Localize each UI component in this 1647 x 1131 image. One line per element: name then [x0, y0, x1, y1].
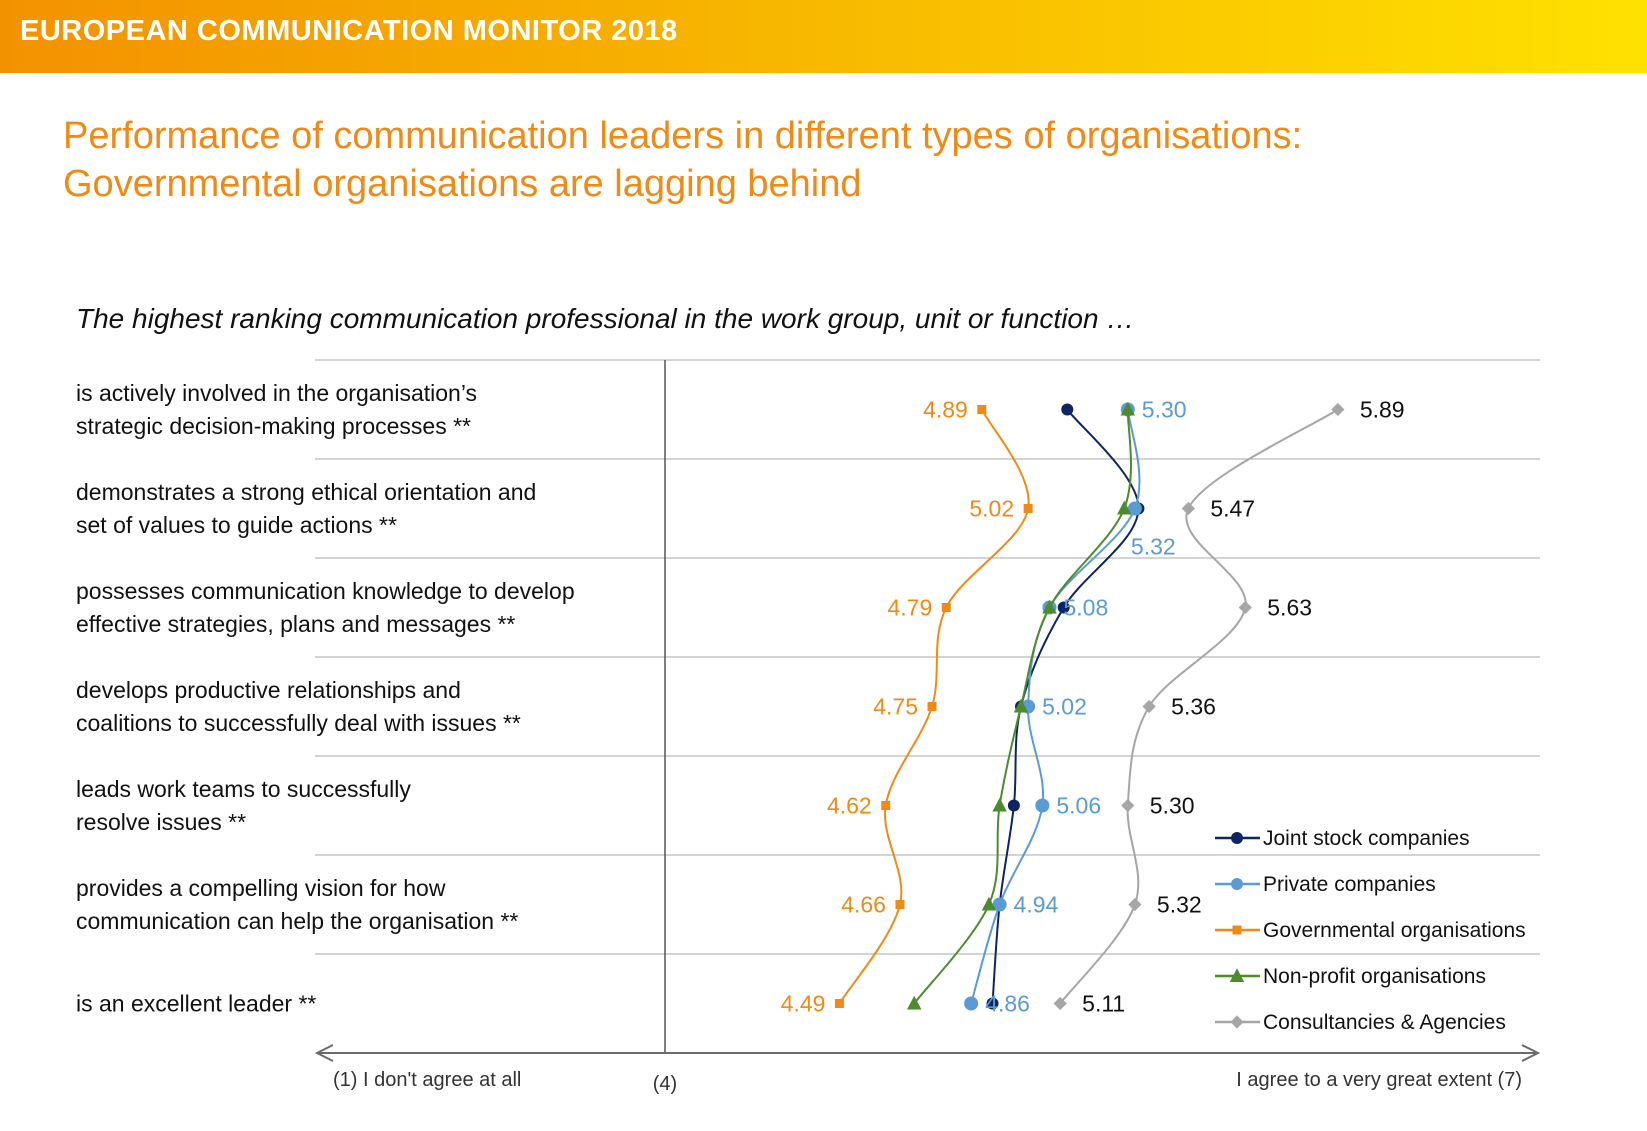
data-label: 4.62	[827, 793, 872, 819]
data-label: 4.86	[985, 991, 1030, 1017]
data-point	[1061, 403, 1074, 416]
data-point	[992, 797, 1007, 812]
category-label: strategic decision-making processes **	[76, 413, 471, 439]
category-label: possesses communication knowledge to dev…	[76, 578, 575, 604]
category-label: communication can help the organisation …	[76, 908, 518, 934]
data-label: 5.32	[1131, 534, 1176, 560]
legend-label: Consultancies & Agencies	[1263, 1011, 1506, 1034]
category-label: effective strategies, plans and messages…	[76, 611, 515, 637]
category-label: resolve issues **	[76, 809, 246, 835]
data-point	[1127, 501, 1142, 516]
data-point	[895, 900, 905, 909]
legend-entry: Non-profit organisations	[1215, 965, 1486, 988]
data-label: 5.02	[1042, 694, 1087, 720]
category-label: demonstrates a strong ethical orientatio…	[76, 479, 536, 505]
data-point	[1128, 897, 1142, 912]
data-label: 5.89	[1360, 397, 1405, 423]
headline-line-2: Governmental organisations are lagging b…	[63, 163, 862, 205]
legend-label: Non-profit organisations	[1263, 965, 1486, 988]
data-label: 5.47	[1210, 496, 1255, 522]
data-label: 5.02	[969, 496, 1014, 522]
data-point	[1238, 600, 1252, 615]
data-point	[1120, 401, 1135, 416]
header-title: EUROPEAN COMMUNICATION MONITOR 2018	[20, 15, 678, 47]
data-point	[1117, 500, 1132, 515]
data-point	[1013, 698, 1029, 713]
headline-line-1: Performance of communication leaders in …	[63, 115, 1303, 157]
data-label: 5.63	[1267, 595, 1312, 621]
data-point	[977, 405, 987, 414]
series-non-profit-organisations	[907, 401, 1135, 1010]
data-point	[986, 997, 999, 1010]
category-label: set of values to guide actions **	[76, 512, 397, 538]
legend-label: Joint stock companies	[1263, 827, 1470, 850]
data-point	[1121, 798, 1135, 813]
data-point	[1142, 699, 1156, 714]
legend-swatch-marker	[1229, 968, 1245, 982]
legend-entry: Joint stock companies	[1215, 827, 1470, 850]
data-label: 5.36	[1171, 694, 1216, 720]
category-label: is actively involved in the organisation…	[76, 380, 477, 406]
data-point	[927, 702, 937, 711]
category-label: coalitions to successfully deal with iss…	[76, 710, 521, 736]
data-point	[881, 801, 891, 810]
x-axis-label-right: I agree to a very great extent (7)	[1236, 1069, 1522, 1091]
data-point	[907, 995, 922, 1010]
data-point	[981, 896, 997, 911]
data-point	[1057, 601, 1070, 614]
data-label: 5.11	[1082, 991, 1125, 1017]
data-label: 4.49	[781, 991, 826, 1017]
data-label: 5.32	[1157, 892, 1202, 918]
legend-label: Private companies	[1263, 873, 1436, 896]
category-label: is an excellent leader **	[76, 991, 316, 1017]
x-axis-arrow-right	[1521, 1044, 1541, 1062]
data-label: 5.30	[1150, 793, 1195, 819]
data-point	[941, 603, 951, 612]
data-point	[1007, 799, 1020, 812]
data-point	[964, 996, 979, 1011]
series-governmental-organisations: 4.89 5.02 4.79 4.75 4.62 4.66 4.49	[781, 397, 1033, 1017]
data-label: 4.75	[873, 694, 918, 720]
data-label: 5.30	[1142, 397, 1187, 423]
data-point	[1181, 501, 1195, 516]
legend-entry: Consultancies & Agencies	[1215, 1011, 1506, 1034]
headline: Performance of communication leaders in …	[63, 112, 1563, 208]
series-consultancies-agencies: 5.89 5.47 5.63 5.36 5.30 5.32 5.11	[1053, 397, 1405, 1017]
category-label: develops productive relationships and	[76, 677, 461, 703]
legend-swatch-marker	[1231, 878, 1243, 890]
legend-entry: Governmental organisations	[1215, 919, 1526, 942]
x-axis-label-mid: (4)	[653, 1073, 677, 1095]
legend-entry: Private companies	[1215, 873, 1436, 896]
data-label: 4.89	[923, 397, 968, 423]
data-point	[992, 897, 1007, 912]
legend-swatch-marker	[1232, 925, 1242, 935]
legend-swatch-marker	[1230, 1015, 1244, 1029]
data-point	[1042, 599, 1057, 614]
legend-swatch-marker	[1231, 832, 1243, 844]
data-point	[1023, 504, 1033, 513]
data-label: 4.79	[887, 595, 932, 621]
chart-subtitle: The highest ranking communication profes…	[76, 303, 1135, 334]
x-axis-arrow-left	[314, 1044, 334, 1062]
category-label: provides a compelling vision for how	[76, 875, 446, 901]
data-label: 4.66	[841, 892, 886, 918]
data-label: 5.08	[1063, 595, 1108, 621]
legend-label: Governmental organisations	[1263, 919, 1526, 942]
header-banner: EUROPEAN COMMUNICATION MONITOR 2018	[0, 0, 1647, 73]
data-point	[1035, 798, 1050, 813]
data-point	[834, 999, 844, 1008]
data-point	[1053, 996, 1067, 1011]
data-label: 5.06	[1056, 793, 1101, 819]
data-label: 4.94	[1014, 892, 1059, 918]
data-point	[1331, 402, 1345, 417]
category-label: leads work teams to successfully	[76, 776, 411, 802]
x-axis-label-left: (1) I don't agree at all	[333, 1069, 521, 1091]
